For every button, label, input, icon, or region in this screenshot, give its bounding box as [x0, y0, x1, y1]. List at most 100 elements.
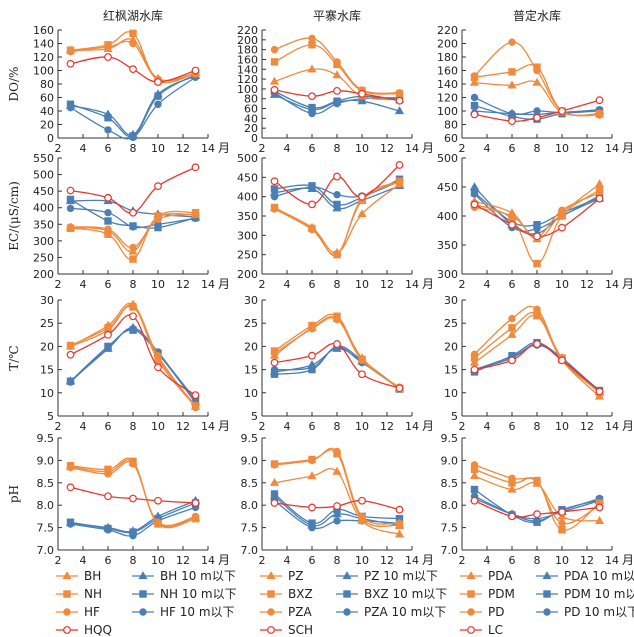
series-line	[70, 459, 196, 528]
x-tick-label: 12	[380, 420, 394, 433]
x-tick-label: 14	[201, 420, 215, 433]
series-NH-10-m以下	[66, 499, 200, 536]
series-PZA	[270, 315, 404, 391]
panel-1-3: 7.0 7.5 8.0 8.5 9.0 9.5 2 4 6 8 10 12 14 月	[241, 432, 435, 567]
data-point	[129, 208, 137, 217]
y-tick-label: 100	[33, 65, 54, 78]
data-point	[154, 182, 162, 191]
x-tick-label: 12	[176, 278, 190, 291]
data-point	[508, 117, 516, 126]
series-line	[274, 317, 400, 388]
data-point	[395, 96, 404, 105]
legend-item: PZ	[260, 569, 303, 583]
x-tick-label: 2	[259, 554, 266, 567]
y-tick-label: 0	[251, 132, 258, 145]
legend-item: LC	[460, 623, 503, 637]
y-tick-label: 15	[244, 364, 258, 377]
x-tick-label: 10	[355, 142, 369, 155]
data-point	[191, 403, 200, 412]
series-HF	[66, 210, 200, 252]
x-tick-label: 8	[534, 278, 541, 291]
y-tick-label: 400	[33, 202, 54, 215]
legend-marker	[63, 608, 71, 616]
x-unit-label: 月	[422, 277, 434, 291]
y-tick-label: 25	[244, 317, 258, 330]
x-tick-label: 6	[309, 278, 316, 291]
data-point	[66, 350, 75, 359]
data-point	[270, 85, 279, 94]
y-tick-label: 60	[444, 132, 458, 145]
x-unit-label: 月	[218, 419, 230, 433]
y-tick-label: 80	[244, 93, 258, 106]
y-tick-label: 80	[444, 119, 458, 132]
data-point	[533, 107, 541, 115]
series-line	[474, 343, 600, 392]
legend-marker	[139, 608, 147, 616]
data-point	[333, 191, 341, 199]
legend-item: BXZ	[260, 587, 313, 601]
panel-0-3: 7.0 7.5 8.0 8.5 9.0 9.5 2 4 6 8 10 12 14 月	[37, 432, 231, 567]
x-tick-label: 4	[284, 420, 291, 433]
series-line	[70, 457, 196, 529]
y-tick-label: 500	[437, 152, 458, 165]
y-tick-label: 5	[47, 410, 54, 423]
y-tick-label: 200	[33, 268, 54, 281]
x-tick-label: 10	[151, 278, 165, 291]
data-point	[104, 343, 112, 352]
data-point	[333, 86, 341, 95]
x-tick-label: 12	[580, 278, 594, 291]
data-point	[154, 100, 162, 108]
x-tick-label: 8	[334, 420, 341, 433]
data-point	[104, 43, 112, 51]
series-HQQ	[66, 53, 200, 86]
data-point	[308, 92, 316, 101]
data-point	[66, 47, 75, 56]
y-tick-label: 100	[437, 105, 458, 118]
legend-marker	[467, 626, 475, 634]
series-line	[70, 73, 196, 138]
legend-marker	[138, 571, 148, 580]
y-tick-label: 220	[237, 24, 258, 37]
x-tick-label: 2	[459, 278, 466, 291]
row-axis-label: EC/(μS/cm)	[7, 181, 21, 251]
y-tick-label: 60	[244, 103, 258, 116]
y-tick-label: 180	[437, 51, 458, 64]
data-point	[470, 200, 479, 209]
x-tick-label: 12	[580, 420, 594, 433]
data-point	[470, 101, 479, 110]
y-tick-label: 140	[237, 63, 258, 76]
y-tick-label: 100	[237, 83, 258, 96]
y-tick-label: 500	[237, 152, 258, 165]
legend-marker	[63, 626, 71, 634]
series-line	[474, 344, 600, 392]
legend-marker	[62, 571, 72, 580]
x-tick-label: 4	[484, 142, 491, 155]
x-tick-label: 10	[151, 554, 165, 567]
data-point	[558, 519, 566, 527]
data-point	[358, 370, 366, 379]
data-point	[191, 210, 200, 219]
series-line	[70, 166, 196, 214]
legend-marker	[267, 590, 275, 598]
legend-item: PDA	[460, 569, 513, 583]
series-PZ	[269, 64, 405, 103]
data-point	[508, 38, 516, 46]
legend-label: BH 10 m以下	[160, 569, 236, 583]
data-point	[395, 161, 404, 169]
data-point	[470, 190, 479, 198]
y-tick-label: 7.0	[37, 544, 55, 557]
data-point	[308, 503, 316, 512]
y-tick-label: 9.5	[241, 432, 259, 445]
series-LC	[470, 340, 604, 396]
data-point	[508, 512, 516, 521]
x-tick-label: 4	[80, 420, 87, 433]
series-LC	[470, 96, 604, 126]
y-tick-label: 0	[47, 132, 54, 145]
data-point	[508, 314, 516, 323]
data-point	[470, 93, 479, 102]
series-BH-10-m以下	[65, 322, 201, 406]
x-tick-label: 6	[309, 420, 316, 433]
column-title: 普定水库	[513, 8, 561, 23]
data-point	[470, 461, 479, 469]
row-axis-label: DO/%	[7, 67, 21, 102]
